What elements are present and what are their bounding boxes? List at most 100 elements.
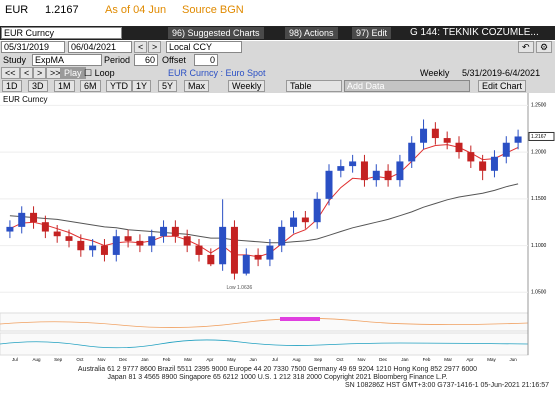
price: 1.2167	[45, 4, 79, 16]
x-tick-label: Jan	[141, 357, 149, 362]
period-label: Period	[104, 55, 131, 65]
price-tag-label: 1.2167	[531, 134, 547, 140]
candle-body	[230, 226, 238, 274]
frequency: Weekly	[420, 68, 450, 78]
candle-body	[360, 161, 368, 181]
footer: Australia 61 2 9777 8600 Brazil 5511 239…	[0, 366, 555, 400]
x-tick-label: Apr	[466, 357, 474, 362]
candle-body	[290, 217, 298, 227]
candle-body	[502, 142, 510, 157]
indicator-line	[0, 318, 529, 328]
indicator-line	[0, 339, 529, 349]
candle-body	[266, 245, 274, 260]
x-tick-label: Mar	[184, 357, 192, 362]
period-tab[interactable]: 6M	[80, 80, 101, 92]
candle-body	[325, 170, 333, 199]
period-tab[interactable]: Max	[184, 80, 210, 92]
candle-body	[408, 142, 416, 162]
start-date[interactable]: 05/31/2019	[1, 41, 65, 53]
footer-line: Australia 61 2 9777 8600 Brazil 5511 239…	[77, 366, 478, 373]
as-of: As of 04 Jun	[105, 4, 167, 16]
function-name: G 144: TEKNIK COZUMLE...	[410, 27, 539, 38]
loop-label: Loop	[94, 68, 115, 78]
edit-chart-button[interactable]: Edit Chart	[478, 80, 527, 92]
study-select[interactable]: ExpMA	[32, 54, 102, 66]
play-button[interactable]: Play	[60, 67, 86, 79]
candle-body	[148, 236, 156, 246]
period-tab[interactable]: 1D	[2, 80, 22, 92]
period-input[interactable]: 60	[134, 54, 158, 66]
next-button[interactable]: >	[148, 41, 162, 53]
y-tick-label: 1.2500	[531, 103, 547, 109]
playback-bar: << < > >> Play ☐ Loop EUR Curncy : Euro …	[0, 67, 555, 80]
period-tab[interactable]: 3D	[28, 80, 48, 92]
toolbar-button[interactable]: 98) Actions	[285, 27, 338, 39]
candle-body	[431, 128, 439, 139]
x-tick-label: Dec	[379, 357, 388, 362]
candle-body	[384, 170, 392, 181]
currency-select[interactable]: Local CCY	[166, 41, 242, 53]
toolbar-button[interactable]: 97) Edit	[352, 27, 392, 39]
back-button[interactable]: <	[20, 67, 34, 79]
settings-button[interactable]: ⚙	[536, 41, 553, 53]
x-tick-label: Sep	[314, 357, 323, 362]
x-tick-label: Oct	[336, 357, 344, 362]
x-tick-label: May	[487, 357, 496, 362]
candle-body	[455, 142, 463, 153]
candle-body	[490, 156, 498, 171]
prev-button[interactable]: <	[134, 41, 148, 53]
x-tick-label: May	[227, 357, 236, 362]
candle-body	[420, 128, 428, 143]
loop-checkbox[interactable]: ☐ Loop	[84, 68, 115, 78]
frequency-select[interactable]: Weekly	[228, 80, 266, 92]
add-data-input[interactable]: Add Data	[344, 80, 470, 92]
candle-body	[278, 226, 286, 246]
y-tick-label: 1.0500	[531, 290, 547, 296]
study-bar: Study ExpMA Period 60 Offset 0	[0, 54, 555, 67]
security-input[interactable]: EUR Curncy	[1, 27, 122, 39]
x-tick-label: Jul	[272, 357, 278, 362]
end-date[interactable]: 06/04/2021	[68, 41, 132, 53]
x-tick-label: Aug	[32, 357, 41, 362]
forward-button[interactable]: >	[33, 67, 47, 79]
x-tick-label: Jan	[401, 357, 409, 362]
date-span: 5/31/2019-6/4/2021	[462, 68, 541, 78]
candle-body	[18, 212, 26, 227]
x-tick-label: Jun	[250, 357, 258, 362]
candle-body	[242, 254, 250, 274]
moving-average	[9, 144, 519, 258]
toolbar-button[interactable]: 96) Suggested Charts	[168, 27, 264, 39]
quote-bar: EUR 1.2167 As of 04 Jun Source BGN	[0, 0, 555, 22]
candle-body	[100, 245, 108, 255]
candle-body	[6, 226, 14, 232]
chart: EUR Curncy 1.0500 1.1000 1.1500 1.2000 1.250…	[0, 93, 555, 365]
candle-body	[254, 254, 262, 260]
x-tick-label: Nov	[97, 357, 106, 362]
candle-body	[207, 254, 215, 265]
x-tick-label: Jul	[12, 357, 18, 362]
footer-line: SN 108286Z HST GMT+3:00 G737-1416-1 05-J…	[345, 382, 549, 389]
table-button[interactable]: Table	[286, 80, 342, 92]
candle-body	[479, 161, 487, 171]
x-tick-label: Sep	[54, 357, 63, 362]
candle-body	[349, 161, 357, 167]
offset-input[interactable]: 0	[194, 54, 218, 66]
candle-body	[53, 231, 61, 237]
period-tab[interactable]: 1Y	[132, 80, 152, 92]
period-tab[interactable]: YTD	[106, 80, 132, 92]
annotation: Low 1.0636	[226, 285, 252, 291]
period-tab[interactable]: 5Y	[158, 80, 178, 92]
undo-button[interactable]: ↶	[518, 41, 534, 53]
candle-body	[313, 198, 321, 223]
period-tab[interactable]: 1M	[54, 80, 75, 92]
rewind-button[interactable]: <<	[1, 67, 20, 79]
moving-average	[9, 183, 519, 244]
candle-body	[112, 236, 120, 255]
candle-body	[301, 217, 309, 223]
candle-body	[514, 136, 522, 143]
y-tick-label: 1.1500	[531, 196, 547, 202]
candle-body	[171, 226, 179, 237]
study-label: Study	[3, 55, 27, 65]
indicator-highlight	[280, 317, 320, 321]
